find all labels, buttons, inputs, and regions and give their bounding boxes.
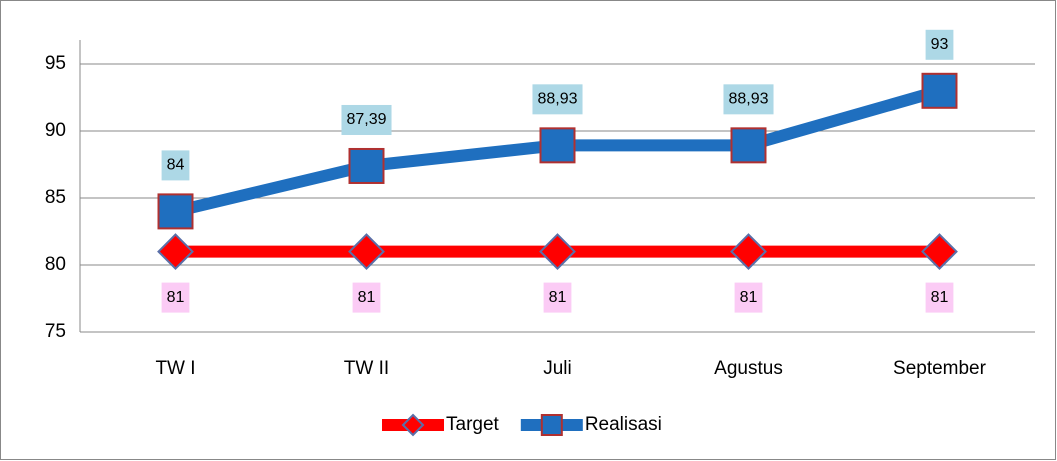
data-label: 84 [167, 157, 185, 174]
data-label: 81 [167, 289, 185, 306]
data-label: 88,93 [728, 91, 768, 108]
legend-item: Realisasi [520, 414, 662, 436]
data-label: 87,39 [346, 111, 386, 128]
y-tick-label: 90 [45, 120, 66, 141]
marker [539, 127, 576, 164]
marker [730, 127, 767, 164]
data-label-bg [734, 282, 763, 313]
marker [921, 233, 958, 271]
y-tick-label: 85 [45, 187, 66, 208]
marker [348, 233, 385, 271]
data-label: 88,93 [537, 91, 577, 108]
data-label-bg [161, 150, 190, 181]
x-tick-label: TW I [155, 358, 195, 379]
data-label: 81 [740, 289, 758, 306]
marker [539, 233, 576, 271]
legend-label: Realisasi [585, 414, 662, 435]
x-tick-label: Juli [543, 358, 572, 379]
y-tick-label: 75 [45, 321, 66, 342]
x-tick-label: TW II [344, 358, 389, 379]
marker [921, 72, 958, 109]
data-label-bg [543, 282, 572, 313]
x-tick-label: Agustus [714, 358, 783, 379]
data-label-bg [532, 84, 583, 115]
data-label: 81 [931, 289, 949, 306]
data-label: 93 [931, 36, 949, 53]
data-label-bg [161, 282, 190, 313]
marker [730, 233, 767, 271]
marker [348, 147, 385, 184]
y-tick-label: 95 [45, 53, 66, 74]
data-label: 81 [358, 289, 376, 306]
data-label-bg [352, 282, 381, 313]
x-tick-label: September [893, 358, 987, 379]
y-tick-label: 80 [45, 254, 66, 275]
legend-item: Target [382, 413, 500, 437]
data-label-bg [925, 282, 954, 313]
data-label-bg [341, 104, 392, 135]
legend-marker [540, 414, 563, 436]
legend-marker [401, 413, 425, 437]
legend-label: Target [446, 414, 500, 435]
data-label: 81 [549, 289, 567, 306]
data-label-bg [723, 84, 774, 115]
data-label-bg [925, 29, 954, 60]
marker [157, 233, 194, 271]
marker [157, 193, 194, 230]
